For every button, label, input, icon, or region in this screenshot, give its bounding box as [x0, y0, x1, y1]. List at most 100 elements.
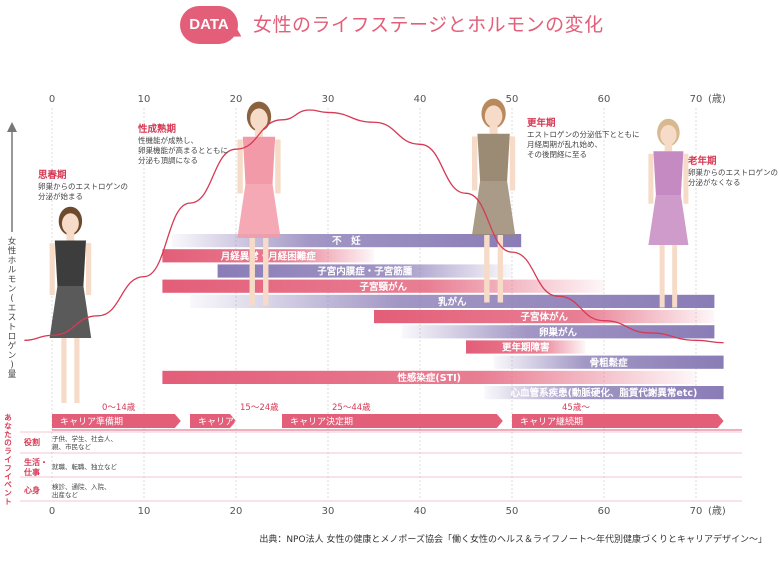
figure-torso: [477, 133, 510, 181]
y-axis-label-char: ン: [8, 351, 17, 361]
x-tick-label: 40: [414, 506, 427, 517]
band-label: 骨粗鬆症: [590, 357, 629, 369]
x-tick-label: 60: [598, 94, 611, 105]
figure-torso: [242, 136, 276, 184]
life-event-side-char: あ: [4, 413, 12, 422]
stage-desc: 分泌が始まる: [38, 191, 83, 201]
stage-desc: 月経周期が乱れ始め、: [527, 139, 602, 149]
figure-neck: [254, 128, 264, 137]
stage-desc: 卵巣機能が高まるとともに: [138, 145, 228, 155]
y-axis-label-char: 性: [8, 246, 17, 257]
disease-band: [401, 325, 715, 339]
menopause-woman-figure: [472, 98, 516, 303]
figure-face: [250, 108, 268, 130]
stage-desc: その後閉経に至る: [527, 149, 587, 159]
x-tick-label: 70: [690, 94, 703, 105]
figure-torso: [54, 240, 86, 286]
career-phase-label: キャリア探索期: [198, 416, 261, 428]
event-text: 親、市民など: [52, 442, 92, 451]
event-text: 子供、学生、社会人、: [52, 434, 117, 443]
figure-leg: [249, 238, 255, 306]
y-axis-label-char: モ: [8, 275, 17, 285]
disease-bands: 不 妊月経異常・月経困難症子宮内膜症・子宮筋腫子宮頸がん乳がん子宮体がん卵巣がん…: [162, 234, 724, 400]
disease-band: [466, 340, 586, 354]
stage-title: 性成熟期: [138, 123, 176, 135]
figure-leg: [263, 238, 269, 306]
senior-woman-figure: [648, 118, 689, 308]
figure-leg: [672, 245, 678, 308]
career-phase-age: 0〜14歳: [102, 402, 136, 413]
y-axis-label-char: ト: [8, 323, 17, 333]
y-axis-label-char: ロ: [8, 332, 17, 342]
career-phase-arrow: [512, 414, 724, 428]
career-phase-age: 45歳〜: [562, 402, 590, 413]
stage-title: 思春期: [38, 169, 67, 181]
x-tick-label: 50: [506, 94, 519, 105]
young-woman-figure: [237, 101, 281, 306]
life-event-side-char: イ: [4, 472, 12, 481]
figure-face: [61, 213, 79, 234]
y-axis-label-char: ン: [8, 285, 17, 295]
event-text: 就職、転職、独立など: [52, 462, 118, 471]
band-label: 性感染症(STI): [397, 372, 461, 384]
stage-desc: 分泌がなくなる: [688, 177, 741, 187]
stage-desc: 卵巣からのエストロゲンの: [38, 181, 128, 191]
figure-arm: [275, 139, 281, 194]
life-event-side-char: イ: [4, 455, 12, 464]
y-axis-label-char: ): [10, 361, 13, 371]
stage-desc: エストロゲンの分泌低下とともに: [527, 129, 640, 139]
disease-band: [493, 355, 724, 369]
disease-band: [162, 279, 604, 293]
x-tick-label: 20: [230, 506, 243, 517]
band-label: 心血管系疾患(動脈硬化、脂質代謝異常etc): [511, 387, 698, 399]
event-text: 出産など: [52, 490, 79, 499]
x-tick-label: 30: [322, 94, 335, 105]
header: DATA 女性のライフステージとホルモンの変化: [0, 0, 779, 50]
disease-band: [484, 386, 724, 400]
figure-neck: [66, 232, 75, 241]
figure-neck: [489, 125, 498, 134]
figure-arm: [49, 243, 55, 296]
career-phase-arrow: [190, 414, 236, 428]
figure-skirt: [49, 286, 92, 338]
band-label: 卵巣がん: [539, 326, 578, 338]
x-tick-label: 70: [690, 506, 703, 517]
disease-band: [217, 264, 512, 278]
life-event-side-char: な: [4, 421, 12, 430]
x-unit-label: (歳): [708, 93, 726, 105]
career-phase-arrow: [282, 414, 503, 428]
band-label: 子宮頸がん: [359, 281, 407, 293]
figure-arm: [237, 139, 243, 194]
figure-leg: [74, 338, 80, 403]
figure-face: [484, 105, 503, 127]
life-event-side-char: フ: [4, 463, 12, 472]
figure-arm: [472, 136, 478, 191]
y-axis-label-char: (: [10, 294, 13, 304]
event-category: 心身: [24, 485, 40, 495]
life-event-side-char: ラ: [4, 447, 12, 456]
life-event-side-char: ン: [4, 489, 12, 498]
figure-leg: [484, 235, 490, 303]
stage-title: 更年期: [527, 117, 556, 129]
figure-leg: [659, 245, 665, 308]
event-category: 生活・: [24, 457, 48, 467]
data-badge: DATA: [180, 6, 238, 44]
career-phase-age: 15〜24歳: [240, 402, 279, 413]
x-tick-label: 50: [506, 506, 519, 517]
figure-arm: [648, 153, 654, 204]
career-phase-age: 25〜44歳: [332, 402, 371, 413]
figure-arm: [683, 153, 689, 204]
stage-desc: 卵巣からのエストロゲンの: [688, 167, 778, 177]
x-tick-label: 10: [138, 506, 151, 517]
y-axis-label-char: ス: [8, 313, 17, 323]
event-category: 仕事: [23, 467, 40, 477]
career-phase-arrow: [52, 414, 181, 428]
stage-title: 老年期: [687, 155, 717, 167]
y-axis-label-char: ホ: [8, 256, 17, 266]
y-axis-label-char: ル: [8, 266, 17, 276]
stage-annotations: 思春期卵巣からのエストロゲンの分泌が始まる性成熟期性機能が成熟し、卵巣機能が高ま…: [38, 117, 778, 201]
